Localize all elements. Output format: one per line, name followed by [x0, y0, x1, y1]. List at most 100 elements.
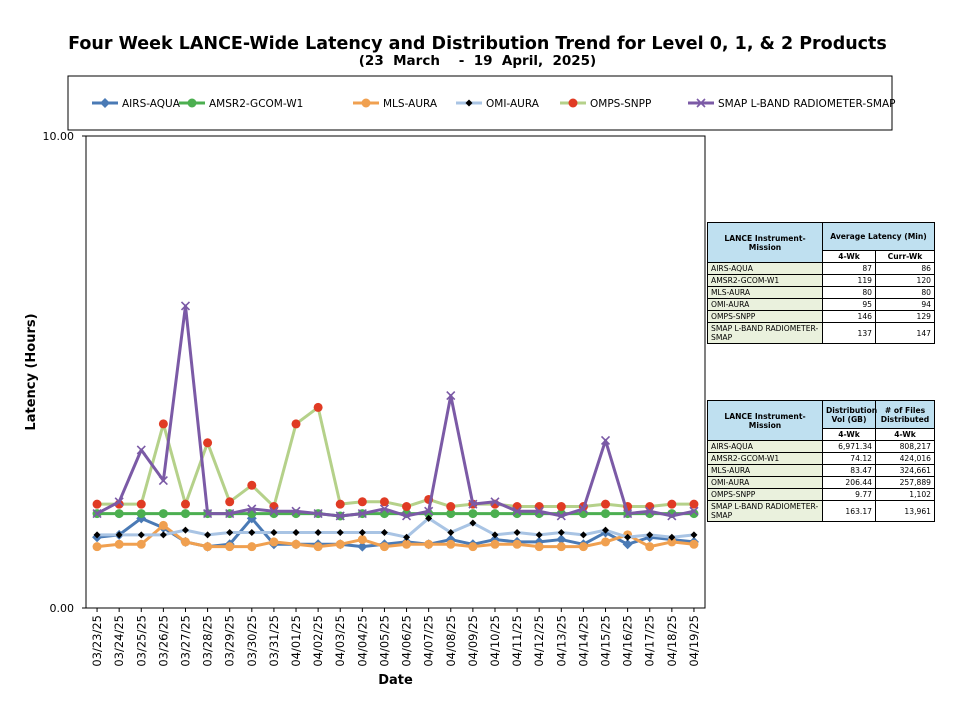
data-point — [137, 531, 145, 539]
latency-table-cell-v2: 94 — [875, 298, 935, 311]
data-point — [114, 509, 124, 519]
data-point — [225, 542, 235, 552]
x-tick-label: 03/25/25 — [134, 615, 148, 667]
data-point — [446, 539, 456, 549]
latency-table-cell-v2: 120 — [875, 274, 935, 287]
data-point — [136, 539, 146, 549]
data-point — [645, 502, 655, 512]
data-point — [425, 514, 433, 522]
x-tick-label: 03/28/25 — [201, 615, 215, 667]
legend-item: OMI-AURA — [456, 98, 540, 110]
data-point — [601, 499, 611, 509]
data-point — [357, 497, 367, 507]
distribution-table-header-mission: LANCE Instrument-Mission — [707, 400, 823, 441]
data-point — [490, 539, 500, 549]
latency-table-cell-v1: 146 — [822, 310, 876, 323]
distribution-table-cell-v2: 13,961 — [875, 500, 935, 522]
data-point — [446, 509, 456, 519]
data-point — [335, 511, 345, 521]
latency-table-cell-name: OMPS-SNPP — [707, 310, 823, 323]
legend-label: OMPS-SNPP — [590, 98, 651, 110]
data-point — [225, 497, 235, 507]
distribution-table-cell-v1: 9.77 — [822, 488, 876, 501]
x-tick-label: 03/24/25 — [112, 615, 126, 667]
data-point — [247, 480, 257, 490]
data-point — [313, 542, 323, 552]
data-point — [335, 499, 345, 509]
distribution-table-cell-v1: 74.12 — [822, 452, 876, 465]
x-tick-label: 04/05/25 — [377, 615, 391, 667]
x-tick-label: 04/13/25 — [554, 615, 568, 667]
data-point — [158, 419, 168, 429]
data-point — [180, 301, 191, 311]
data-point — [512, 539, 522, 549]
x-tick-label: 03/27/25 — [178, 615, 192, 667]
data-point — [601, 509, 611, 519]
data-point — [92, 542, 102, 552]
data-point — [247, 542, 257, 552]
data-point — [602, 526, 610, 534]
data-point — [424, 506, 434, 516]
distribution-table-cell-v2: 324,661 — [875, 464, 935, 477]
data-point — [578, 542, 588, 552]
data-point — [696, 98, 706, 108]
data-point — [379, 504, 390, 514]
legend-item: MLS-AURA — [353, 98, 438, 110]
distribution-table-row: SMAP L-BAND RADIOMETER-SMAP 163.17 13,961 — [707, 500, 935, 522]
data-point — [447, 528, 455, 536]
data-point — [579, 531, 587, 539]
data-point — [248, 528, 256, 536]
data-point — [667, 499, 677, 509]
data-point — [556, 511, 566, 521]
data-point — [335, 539, 345, 549]
distribution-table-row: AMSR2-GCOM-W1 74.12 424,016 — [707, 452, 935, 465]
data-point — [180, 499, 190, 509]
data-point — [601, 537, 611, 547]
data-point — [100, 98, 110, 108]
legend-item: AIRS-AQUA — [92, 98, 181, 110]
chart-subtitle: (23 March - 19 April, 2025) — [358, 53, 597, 69]
data-point — [600, 435, 611, 446]
data-point — [402, 502, 412, 512]
data-point — [93, 531, 101, 539]
distribution-table-col-4wk-files: 4-Wk — [875, 428, 935, 441]
data-point — [667, 511, 677, 521]
data-point — [292, 528, 300, 536]
distribution-table: LANCE Instrument-Mission Distribution Vo… — [707, 400, 935, 522]
data-point — [136, 445, 146, 455]
data-point — [690, 531, 698, 539]
data-point — [181, 526, 189, 534]
data-point — [556, 502, 566, 512]
x-tick-label: 04/08/25 — [444, 615, 458, 667]
x-tick-label: 04/19/25 — [687, 615, 701, 667]
latency-table-row: OMPS-SNPP 146 129 — [707, 310, 935, 323]
data-point — [645, 542, 655, 552]
distribution-table-row: AIRS-AQUA 6,971.34 808,217 — [707, 440, 935, 453]
x-tick-label: 04/18/25 — [665, 615, 679, 667]
x-tick-label: 03/30/25 — [245, 615, 259, 667]
latency-table-cell-v1: 95 — [822, 298, 876, 311]
distribution-table-cell-name: MLS-AURA — [707, 464, 823, 477]
series-omi-aura — [93, 514, 698, 541]
data-point — [361, 98, 371, 108]
x-tick-label: 04/02/25 — [311, 615, 325, 667]
data-point — [291, 539, 301, 549]
data-point — [465, 99, 473, 107]
data-point — [187, 98, 197, 108]
data-point — [403, 533, 411, 541]
latency-table-cell-v1: 87 — [822, 262, 876, 275]
data-point — [269, 506, 279, 516]
y-axis-label: Latency (Hours) — [24, 313, 39, 430]
x-tick-label: 04/04/25 — [355, 615, 369, 667]
data-point — [314, 528, 322, 536]
data-point — [92, 509, 102, 519]
legend-label: AIRS-AQUA — [122, 98, 181, 110]
distribution-table-col-4wk-vol: 4-Wk — [822, 428, 876, 441]
latency-table-row: AIRS-AQUA 87 86 — [707, 262, 935, 275]
x-tick-label: 03/31/25 — [267, 615, 281, 667]
data-point — [379, 497, 389, 507]
latency-table: LANCE Instrument-Mission Average Latency… — [707, 222, 935, 344]
data-point — [380, 528, 388, 536]
data-point — [159, 531, 167, 539]
